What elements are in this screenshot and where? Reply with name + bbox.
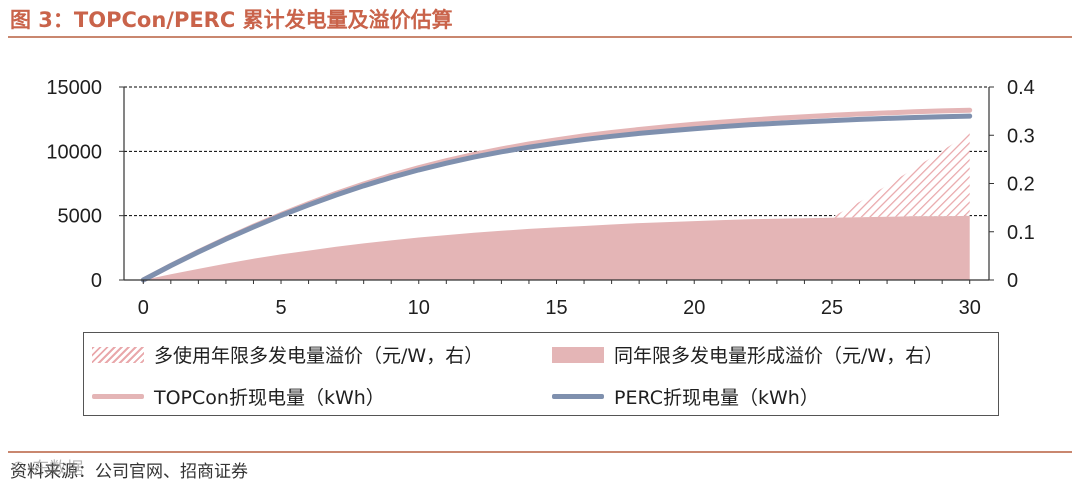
y-left-tick-label: 0	[91, 270, 102, 292]
legend-label-perc: PERC折现电量（kWh）	[614, 387, 819, 409]
legend-item-hatched: 多使用年限多发电量溢价（元/W，右）	[92, 341, 483, 368]
same-lifetime-premium-area	[143, 215, 970, 280]
y-left-tick-label: 10000	[46, 141, 102, 163]
x-tick-label: 30	[959, 297, 981, 319]
chart-legend: 多使用年限多发电量溢价（元/W，右） 同年限多发电量形成溢价（元/W，右） TO…	[83, 332, 999, 416]
y-right-tick-label: 0.4	[1007, 77, 1035, 99]
x-tick-label: 15	[545, 297, 567, 319]
page-title: 图 3：TOPCon/PERC 累计发电量及溢价估算	[10, 8, 453, 32]
legend-swatch-area	[552, 346, 604, 363]
legend-item-perc: PERC折现电量（kWh）	[552, 383, 819, 410]
y-left-tick-label: 5000	[58, 206, 103, 228]
perc-series-line	[140, 113, 973, 283]
x-tick-label: 0	[138, 297, 149, 319]
legend-item-area: 同年限多发电量形成溢价（元/W，右）	[552, 341, 943, 368]
watermark: © 东数据	[10, 459, 84, 479]
y-left-tick-label: 15000	[46, 77, 102, 99]
source-note: 资料来源：公司官网、招商证券	[10, 462, 248, 482]
legend-label-area: 同年限多发电量形成溢价（元/W，右）	[614, 345, 944, 367]
chart-area: 0 5 10 15 20 25 30 0 5000 10000 15000 0 0.1 0.2 0.3 0.4	[46, 77, 1035, 319]
legend-label-topcon: TOPCon折现电量（kWh）	[154, 387, 385, 409]
legend-label-hatched: 多使用年限多发电量溢价（元/W，右）	[154, 345, 484, 367]
x-tick-label: 25	[821, 297, 843, 319]
x-tick-label: 5	[275, 297, 286, 319]
y-right-tick-label: 0.2	[1007, 174, 1035, 196]
x-tick-label: 10	[408, 297, 430, 319]
legend-swatch-hatched	[92, 346, 144, 363]
legend-swatch-topcon	[92, 394, 144, 399]
title-divider	[8, 36, 1072, 38]
footer-divider	[8, 451, 1072, 453]
legend-swatch-perc	[552, 394, 604, 399]
hatched-premium-area	[831, 132, 970, 218]
legend-item-topcon: TOPCon折现电量（kWh）	[92, 383, 385, 410]
y-right-tick-label: 0.3	[1007, 125, 1035, 147]
y-right-tick-label: 0.1	[1007, 222, 1035, 244]
y-right-tick-label: 0	[1007, 270, 1018, 292]
x-tick-label: 20	[683, 297, 705, 319]
